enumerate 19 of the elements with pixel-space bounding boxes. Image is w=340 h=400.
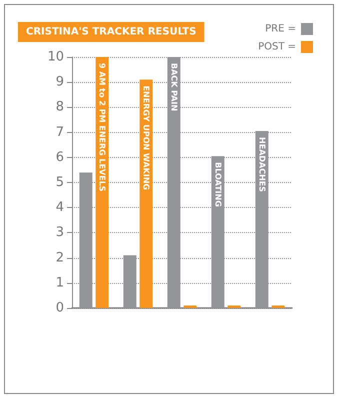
y-tick-label: 0 xyxy=(56,300,64,316)
y-tick-label: 9 xyxy=(56,74,64,90)
x-tick-label: ENERGY UPON WAKING xyxy=(142,86,151,190)
y-tick-label: 2 xyxy=(56,250,64,266)
y-tick-label: 6 xyxy=(56,150,64,165)
y-tick-label: 7 xyxy=(56,124,64,140)
x-tick-label: BACK PAIN xyxy=(169,63,178,112)
legend-label: PRE = xyxy=(265,24,296,34)
y-tick-label: 3 xyxy=(56,225,64,240)
y-tick-label: 4 xyxy=(56,200,64,216)
y-tick-label: 1 xyxy=(56,275,64,290)
x-tick-label: 9 AM to 2 PM ENERG LEVELS xyxy=(98,63,107,192)
x-tick-label: HEADACHES xyxy=(257,137,266,192)
y-tick-label: 10 xyxy=(47,50,64,64)
legend-label: POST = xyxy=(258,42,296,52)
y-tick-label: 5 xyxy=(56,175,64,190)
chart-title: CRISTINA'S TRACKER RESULTS xyxy=(26,26,196,38)
x-tick-label: BLOATING xyxy=(213,162,222,207)
y-tick-label: 8 xyxy=(56,100,64,115)
